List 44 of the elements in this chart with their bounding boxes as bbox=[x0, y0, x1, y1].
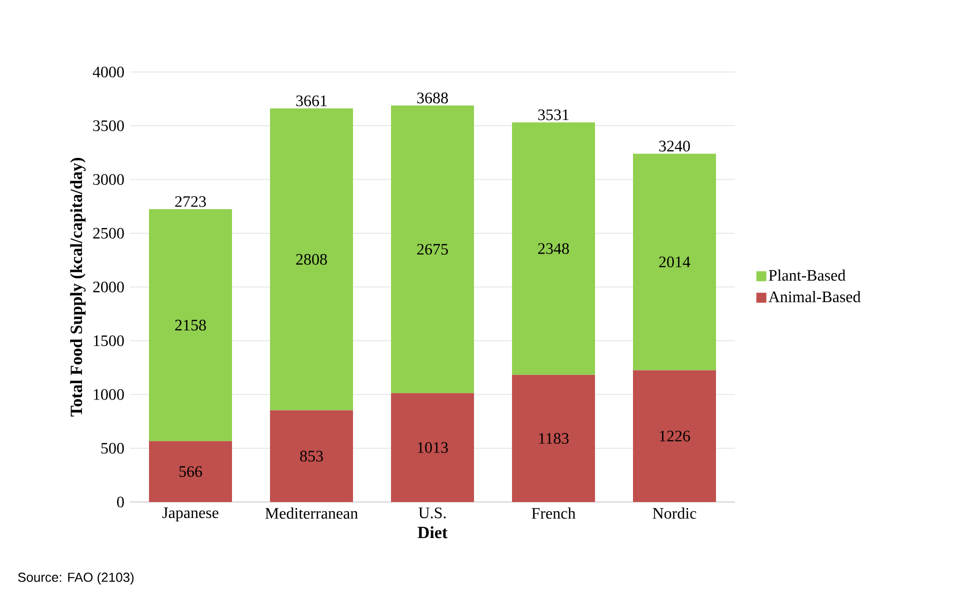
data-label: 1226 bbox=[660, 430, 690, 442]
y-tick-label: 2500 bbox=[93, 228, 124, 239]
y-tick-label: 1000 bbox=[94, 389, 124, 400]
bar bbox=[270, 410, 354, 502]
total-label: 3531 bbox=[538, 109, 569, 120]
bar bbox=[391, 106, 474, 394]
legend-label: Plant-Based bbox=[768, 269, 846, 281]
y-tick-label: 1500 bbox=[94, 335, 124, 346]
x-tick-label: Nordic bbox=[652, 508, 696, 519]
bar bbox=[633, 154, 716, 370]
bar bbox=[149, 441, 232, 502]
x-tick-label: French bbox=[532, 508, 576, 519]
x-axis-title: Diet bbox=[418, 526, 448, 538]
bar bbox=[512, 374, 595, 502]
data-label: 2808 bbox=[296, 254, 327, 265]
total-label: 3240 bbox=[659, 140, 690, 152]
bar bbox=[149, 209, 232, 442]
y-tick-label: 4000 bbox=[92, 66, 124, 78]
x-tick-label: Mediterranean bbox=[265, 508, 358, 519]
y-tick-label: 3000 bbox=[93, 174, 124, 185]
data-label: 2158 bbox=[175, 320, 206, 331]
total-label: 2723 bbox=[175, 196, 206, 207]
source-note: Source: FAO (2103) bbox=[18, 572, 134, 584]
x-tick-label: U.S. bbox=[418, 508, 446, 518]
legend-label: Animal-Based bbox=[768, 290, 861, 302]
y-tick-label: 3500 bbox=[93, 120, 124, 132]
data-label: 2675 bbox=[417, 244, 448, 255]
bar bbox=[512, 122, 595, 375]
y-axis-title: Total Food Supply (kcal/capita/day) bbox=[70, 158, 86, 417]
data-label: 853 bbox=[300, 450, 323, 462]
data-label: 1183 bbox=[539, 433, 569, 444]
total-label: 3661 bbox=[296, 95, 327, 106]
y-tick-label: 0 bbox=[117, 496, 124, 508]
data-label: 2014 bbox=[659, 256, 690, 268]
x-tick-label: Japanese bbox=[162, 508, 218, 522]
bar bbox=[391, 393, 474, 502]
total-label: 3688 bbox=[417, 92, 448, 104]
bar bbox=[270, 108, 354, 410]
bar bbox=[633, 370, 716, 502]
y-tick-label: 500 bbox=[101, 442, 124, 454]
y-tick-label: 2000 bbox=[93, 282, 124, 292]
data-label: 2348 bbox=[538, 243, 569, 254]
data-label: 1013 bbox=[418, 442, 448, 453]
data-label: 566 bbox=[179, 466, 202, 477]
